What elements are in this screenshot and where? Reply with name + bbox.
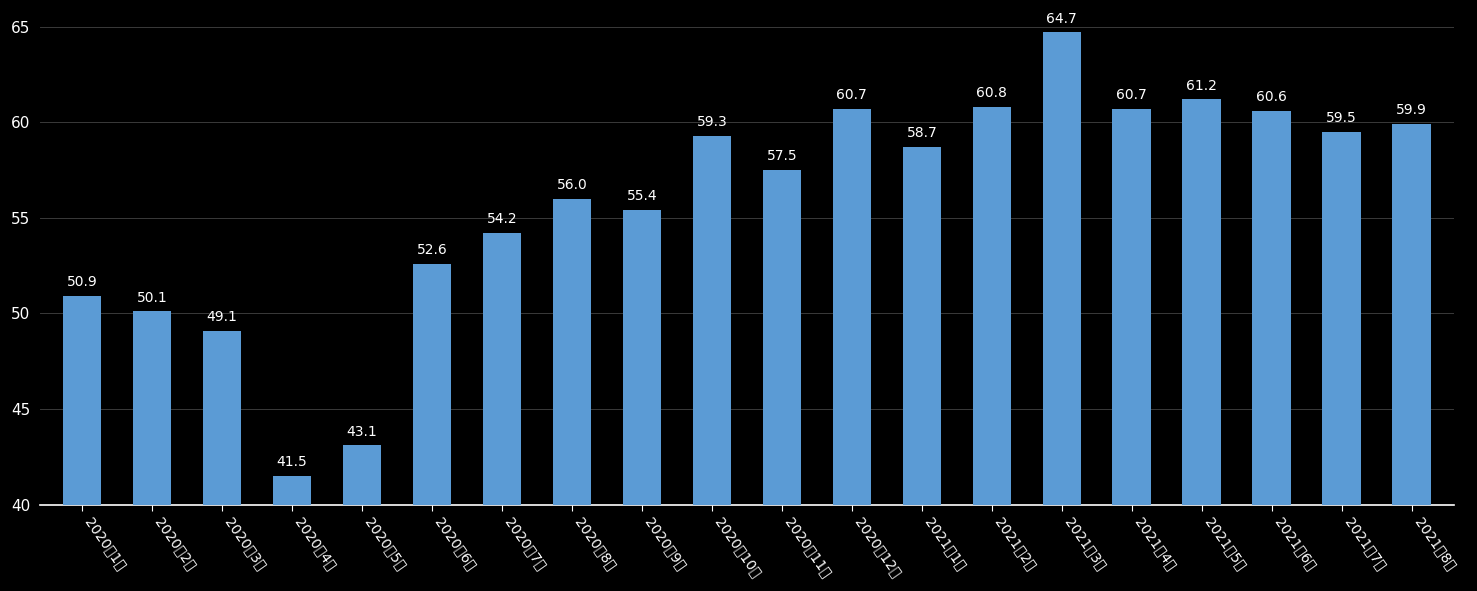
Bar bbox=[693, 135, 731, 505]
Bar bbox=[1322, 132, 1360, 505]
Bar bbox=[412, 264, 452, 505]
Bar bbox=[833, 109, 871, 505]
Text: 54.2: 54.2 bbox=[487, 212, 517, 226]
Text: 43.1: 43.1 bbox=[347, 424, 378, 439]
Bar bbox=[902, 147, 941, 505]
Text: 60.7: 60.7 bbox=[1117, 88, 1148, 102]
Bar bbox=[1183, 99, 1221, 505]
Text: 64.7: 64.7 bbox=[1046, 12, 1077, 25]
Bar bbox=[1112, 109, 1151, 505]
Bar bbox=[343, 445, 381, 505]
Bar bbox=[1252, 111, 1291, 505]
Text: 41.5: 41.5 bbox=[276, 455, 307, 469]
Text: 60.8: 60.8 bbox=[976, 86, 1007, 100]
Text: 59.9: 59.9 bbox=[1396, 103, 1427, 118]
Bar bbox=[552, 199, 591, 505]
Text: 59.3: 59.3 bbox=[697, 115, 727, 129]
Bar bbox=[483, 233, 521, 505]
Text: 56.0: 56.0 bbox=[557, 178, 588, 192]
Bar bbox=[64, 296, 102, 505]
Text: 55.4: 55.4 bbox=[626, 190, 657, 203]
Text: 60.6: 60.6 bbox=[1257, 90, 1286, 104]
Text: 61.2: 61.2 bbox=[1186, 79, 1217, 93]
Bar bbox=[273, 476, 312, 505]
Bar bbox=[1043, 33, 1081, 505]
Bar bbox=[762, 170, 801, 505]
Text: 57.5: 57.5 bbox=[767, 150, 798, 163]
Text: 49.1: 49.1 bbox=[207, 310, 238, 324]
Bar bbox=[202, 330, 241, 505]
Bar bbox=[133, 311, 171, 505]
Text: 50.1: 50.1 bbox=[137, 291, 167, 305]
Text: 50.9: 50.9 bbox=[66, 275, 97, 290]
Text: 52.6: 52.6 bbox=[417, 243, 448, 257]
Bar bbox=[623, 210, 662, 505]
Text: 60.7: 60.7 bbox=[836, 88, 867, 102]
Text: 58.7: 58.7 bbox=[907, 126, 938, 141]
Bar bbox=[972, 107, 1012, 505]
Bar bbox=[1393, 124, 1431, 505]
Text: 59.5: 59.5 bbox=[1326, 111, 1357, 125]
